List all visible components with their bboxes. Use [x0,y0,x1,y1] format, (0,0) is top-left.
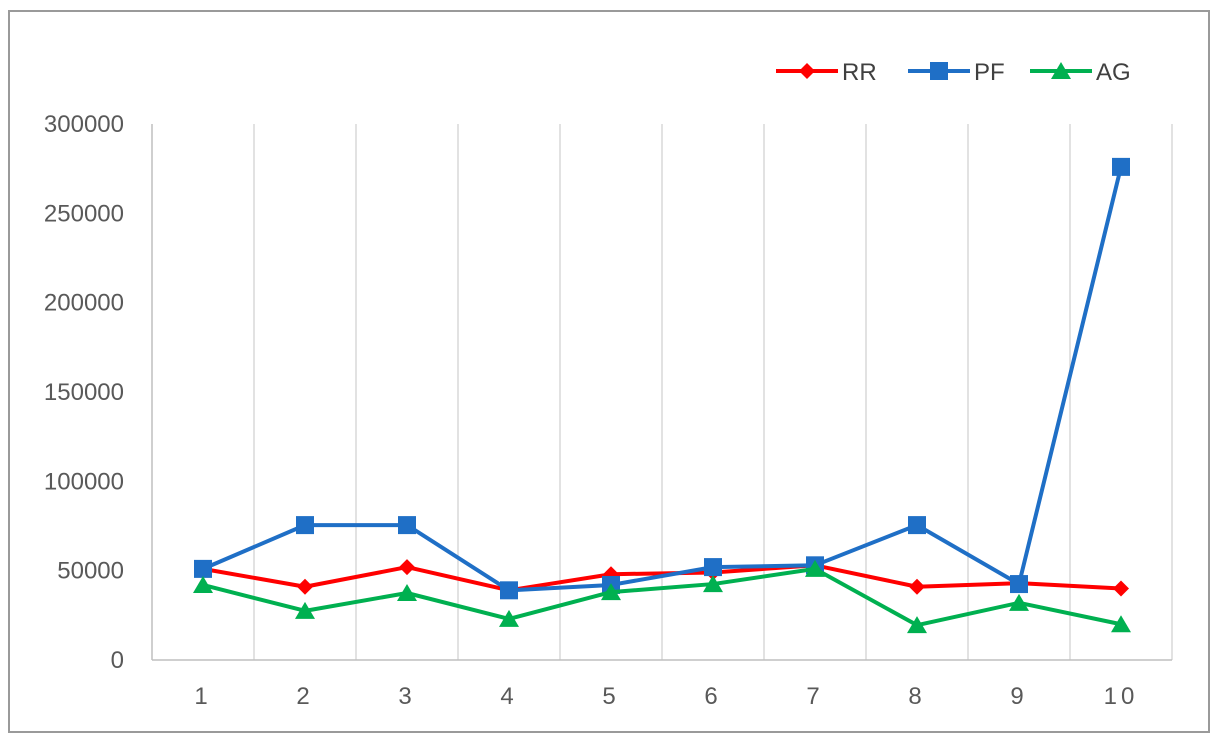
y-tick-label: 50000 [57,558,124,585]
data-point-ag [295,601,315,619]
y-tick-label: 100000 [44,468,124,495]
data-point-ag [193,575,213,593]
data-point-ag [397,584,417,601]
series-ag [193,559,1131,634]
legend-item-ag: AG [1030,59,1131,86]
y-tick-label: 0 [111,647,124,674]
data-point-pf [704,558,722,577]
x-tick-label: 7 [806,683,823,710]
y-tick-label: 250000 [44,200,124,227]
data-point-pf [296,516,314,535]
series-line-pf [202,166,1123,593]
data-point-ag [805,559,825,577]
y-tick-label: 150000 [44,379,124,406]
chart-frame [8,10,1210,733]
data-point-rr [1113,580,1129,597]
x-tick-label: 6 [704,683,721,710]
data-point-pf [398,516,416,535]
x-tick-label: 10 [1104,683,1139,710]
y-tick-label: 200000 [44,290,124,317]
data-point-pf [1010,575,1028,594]
data-point-pf [1112,157,1130,176]
legend-label: RR [842,59,877,86]
data-point-rr [909,578,925,595]
legend-marker-triangle [1051,62,1071,79]
data-point-ag [601,583,621,601]
series-line-rr [202,563,1122,593]
x-tick-label: 2 [296,683,313,710]
legend-item-pf: PF [908,59,1005,86]
data-point-rr [297,578,313,595]
data-point-pf [194,559,212,578]
data-point-ag [703,575,723,593]
x-tick-label: 1 [194,683,211,710]
legend-label: PF [974,59,1005,86]
series-pf [194,157,1130,600]
data-point-ag [907,616,927,634]
data-point-rr [399,559,415,576]
x-tick-label: 9 [1010,683,1027,710]
data-point-ag [499,609,519,627]
legend-label: AG [1096,59,1131,86]
legend-marker-square [930,62,948,80]
data-point-pf [908,516,926,535]
x-tick-label: 3 [398,683,415,710]
data-point-ag [1009,593,1029,611]
series-line-ag [202,566,1122,628]
x-tick-label: 5 [602,683,619,710]
legend-item-rr: RR [776,59,877,86]
x-tick-label: 4 [500,683,517,710]
legend-marker-diamond [799,63,815,79]
series-layer [193,157,1131,634]
data-point-ag [1111,615,1131,633]
axis-layer: 0 50000 100000 150000 200000 250000 300000 1 2 3 4… [44,111,1172,710]
x-tick-label: 8 [908,683,925,710]
data-point-pf [500,581,518,600]
legend: RR PF AG [776,59,1131,86]
y-tick-label: 300000 [44,111,124,138]
